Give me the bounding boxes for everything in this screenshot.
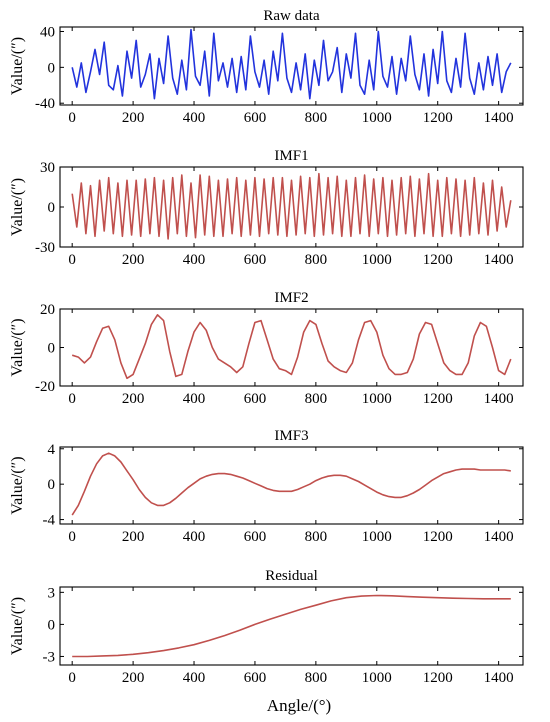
x-tick-label: 1200 [423,391,453,407]
x-axis-label: Angle/(°) [267,696,331,715]
y-tick-label: -3 [43,649,56,665]
x-tick-label: 1400 [484,529,514,545]
x-tick-label: 1400 [484,252,514,268]
y-tick-label: -20 [35,379,55,395]
y-axis-label: Value/(″) [9,178,26,236]
x-tick-label: 800 [305,529,328,545]
y-tick-label: 0 [48,341,56,357]
x-tick-label: 1200 [423,670,453,686]
y-tick-label: 20 [40,302,55,318]
plot-frame [59,586,524,666]
x-tick-label: 200 [122,110,145,126]
x-tick-label: 200 [122,252,145,268]
x-tick-label: 0 [68,391,76,407]
chart-title: IMF2 [274,290,308,306]
chart-title: Raw data [263,8,320,24]
x-tick-label: 1400 [484,391,514,407]
x-tick-label: 600 [244,391,267,407]
x-tick-label: 0 [68,670,76,686]
x-tick-label: 1200 [423,529,453,545]
y-tick-label: 0 [48,60,56,76]
x-tick-label: 0 [68,252,76,268]
x-tick-label: 1000 [362,252,392,268]
x-tick-label: 600 [244,110,267,126]
x-tick-label: 0 [68,110,76,126]
series-line [71,452,511,516]
series-line [71,314,512,380]
x-tick-label: 1000 [362,529,392,545]
y-tick-label: 4 [48,442,56,458]
x-tick-label: 1000 [362,391,392,407]
y-axis-label: Value/(″) [9,456,26,514]
series-line [72,594,511,658]
y-tick-label: 40 [40,24,55,40]
x-tick-label: 1400 [484,670,514,686]
x-tick-label: 1200 [423,252,453,268]
chart-title: IMF1 [274,148,308,164]
y-tick-label: 30 [40,160,55,176]
x-tick-label: 400 [183,110,206,126]
chart-panel-4: IMF3 Value/(″) 0 200 400 600 800 1000 1200 1400 -4… [9,428,524,545]
x-tick-label: 200 [122,391,145,407]
x-tick-label: 800 [305,252,328,268]
x-tick-label: 200 [122,529,145,545]
y-axis-label: Value/(″) [9,597,26,655]
y-axis-label: Value/(″) [9,318,26,376]
x-tick-label: 1200 [423,110,453,126]
y-tick-label: -4 [43,513,56,529]
x-tick-label: 0 [68,529,76,545]
x-tick-label: 1000 [362,670,392,686]
y-tick-label: 3 [48,585,56,601]
series-line [71,172,512,240]
chart-panel-5: Residual Value/(″) 0 200 400 600 800 1000 1200 14… [9,568,524,686]
y-tick-label: 0 [48,200,56,216]
x-tick-label: 400 [183,529,206,545]
plot-frame [59,446,524,525]
series-line [71,28,512,100]
x-tick-label: 400 [183,670,206,686]
x-tick-label: 400 [183,391,206,407]
y-tick-label: -30 [35,240,55,256]
x-tick-label: 1000 [362,110,392,126]
y-tick-label: -40 [35,96,55,112]
y-tick-label: 0 [48,617,56,633]
chart-title: IMF3 [274,428,308,444]
chart-panel-2: IMF1 Value/(″) 0 200 400 600 800 1000 1200 1400 -3… [9,148,524,268]
x-tick-label: 200 [122,670,145,686]
x-tick-label: 600 [244,252,267,268]
x-tick-label: 600 [244,670,267,686]
plot-frame [59,26,524,106]
x-tick-label: 1400 [484,110,514,126]
y-axis-label: Value/(″) [9,37,26,95]
x-tick-label: 600 [244,529,267,545]
x-tick-label: 800 [305,391,328,407]
x-tick-label: 400 [183,252,206,268]
x-tick-label: 800 [305,670,328,686]
x-tick-label: 800 [305,110,328,126]
y-tick-label: 0 [48,477,56,493]
chart-title: Residual [265,568,318,584]
